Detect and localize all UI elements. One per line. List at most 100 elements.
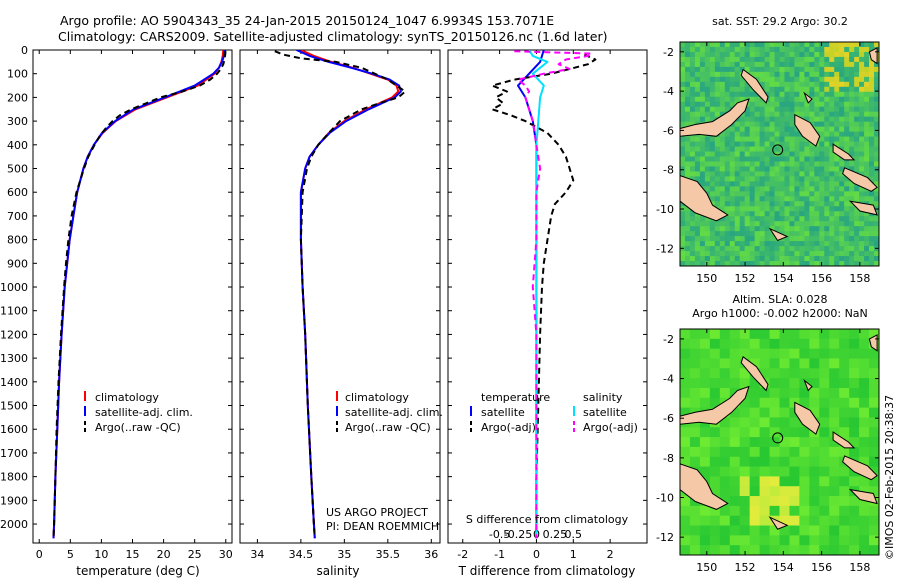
heatmap-cell <box>774 161 781 168</box>
heatmap-cell <box>784 251 791 257</box>
heatmap-cell <box>819 151 825 158</box>
heatmap-cell <box>829 106 835 113</box>
heatmap-cell <box>739 476 751 487</box>
heatmap-cell <box>804 181 810 187</box>
heatmap-cell <box>709 525 721 536</box>
heatmap-cell <box>719 106 726 113</box>
heatmap-cell <box>829 476 840 487</box>
depth-tick-label: 800 <box>7 234 28 247</box>
heatmap-cell <box>724 101 731 108</box>
heatmap-cell <box>759 525 771 536</box>
x-tick-label: 30 <box>219 548 233 561</box>
heatmap-cell <box>844 256 850 262</box>
legend-label-climatology: climatology <box>95 391 159 404</box>
heatmap-cell <box>724 106 731 113</box>
heatmap-cell <box>729 86 736 93</box>
heatmap-cell <box>804 176 810 182</box>
heatmap-cell <box>759 121 766 128</box>
heatmap-cell <box>699 116 706 123</box>
heatmap-cell <box>749 496 761 507</box>
heatmap-cell <box>689 338 701 350</box>
heatmap-cell <box>680 116 686 123</box>
heatmap-cell <box>854 256 860 262</box>
heatmap-cell <box>680 106 686 113</box>
heatmap-cell <box>689 151 696 158</box>
heatmap-cell <box>854 42 860 48</box>
heatmap-cell <box>749 171 756 177</box>
heatmap-cell <box>699 378 711 389</box>
heatmap-cell <box>709 116 716 123</box>
heatmap-cell <box>874 121 879 128</box>
heatmap-cell <box>694 66 701 73</box>
depth-tick-label: 500 <box>7 163 28 176</box>
heatmap-cell <box>739 256 746 262</box>
heatmap-cell <box>764 146 771 153</box>
heatmap-cell <box>794 161 800 168</box>
heatmap-cell <box>799 368 810 379</box>
heatmap-cell <box>699 166 706 173</box>
heatmap-cell <box>844 121 850 128</box>
heatmap-cell <box>769 61 776 68</box>
heatmap-cell <box>814 146 820 153</box>
heatmap-cell <box>814 76 820 83</box>
heatmap-cell <box>809 348 820 360</box>
heatmap-cell <box>724 141 731 148</box>
heatmap-cell <box>769 329 781 340</box>
heatmap-cell <box>714 71 721 78</box>
x-tick-label: 15 <box>126 548 140 561</box>
heatmap-cell <box>719 221 726 227</box>
heatmap-cell <box>844 236 850 242</box>
heatmap-cell <box>834 201 840 207</box>
heatmap-cell <box>719 338 731 350</box>
heatmap-cell <box>859 241 865 247</box>
heatmap-cell <box>824 156 830 163</box>
x-tick-label: 2 <box>607 548 614 561</box>
heatmap-cell <box>739 156 746 163</box>
heatmap-cell <box>749 466 761 477</box>
heatmap-cell <box>834 116 840 123</box>
heatmap-cell <box>759 126 766 133</box>
heatmap-cell <box>689 535 701 546</box>
heatmap-cell <box>739 151 746 158</box>
heatmap-cell <box>709 101 716 108</box>
heatmap-cell <box>744 126 751 133</box>
heatmap-cell <box>869 387 879 399</box>
heatmap-cell <box>754 181 761 187</box>
heatmap-cell <box>789 231 796 237</box>
heatmap-cell <box>774 221 781 227</box>
heatmap-cell <box>819 387 830 399</box>
heatmap-cell <box>680 161 686 168</box>
heatmap-cell <box>859 46 865 53</box>
heatmap-cell <box>749 151 756 158</box>
heatmap-cell <box>759 176 766 182</box>
heatmap-cell <box>859 116 865 123</box>
land-mass <box>832 431 856 449</box>
heatmap-cell <box>769 486 781 497</box>
heatmap-cell <box>819 329 830 340</box>
heatmap-cell <box>764 176 771 182</box>
heatmap-cell <box>739 111 746 118</box>
heatmap-cell <box>794 71 800 78</box>
heatmap-cell <box>689 56 696 63</box>
heatmap-cell <box>749 141 756 148</box>
heatmap-cell <box>709 156 716 163</box>
heatmap-cell <box>749 176 756 182</box>
heatmap-cell <box>704 181 711 187</box>
heatmap-cell <box>829 525 840 536</box>
heatmap-cell <box>764 126 771 133</box>
map-x-tick-label: 156 <box>811 561 832 574</box>
heatmap-cell <box>739 186 746 192</box>
heatmap-cell <box>794 111 800 118</box>
heatmap-cell <box>779 171 786 177</box>
difference-y-ticks <box>448 49 647 525</box>
heatmap-cell <box>854 61 860 68</box>
heatmap-cell <box>689 427 701 438</box>
legend-swatch-argo-b <box>84 428 86 432</box>
heatmap-cell <box>689 61 696 68</box>
heatmap-cell <box>854 211 860 217</box>
land-mass <box>842 167 878 192</box>
heatmap-cell <box>874 146 879 153</box>
heatmap-cell <box>834 56 840 63</box>
heatmap-cell <box>869 81 875 88</box>
heatmap-cell <box>829 505 840 517</box>
